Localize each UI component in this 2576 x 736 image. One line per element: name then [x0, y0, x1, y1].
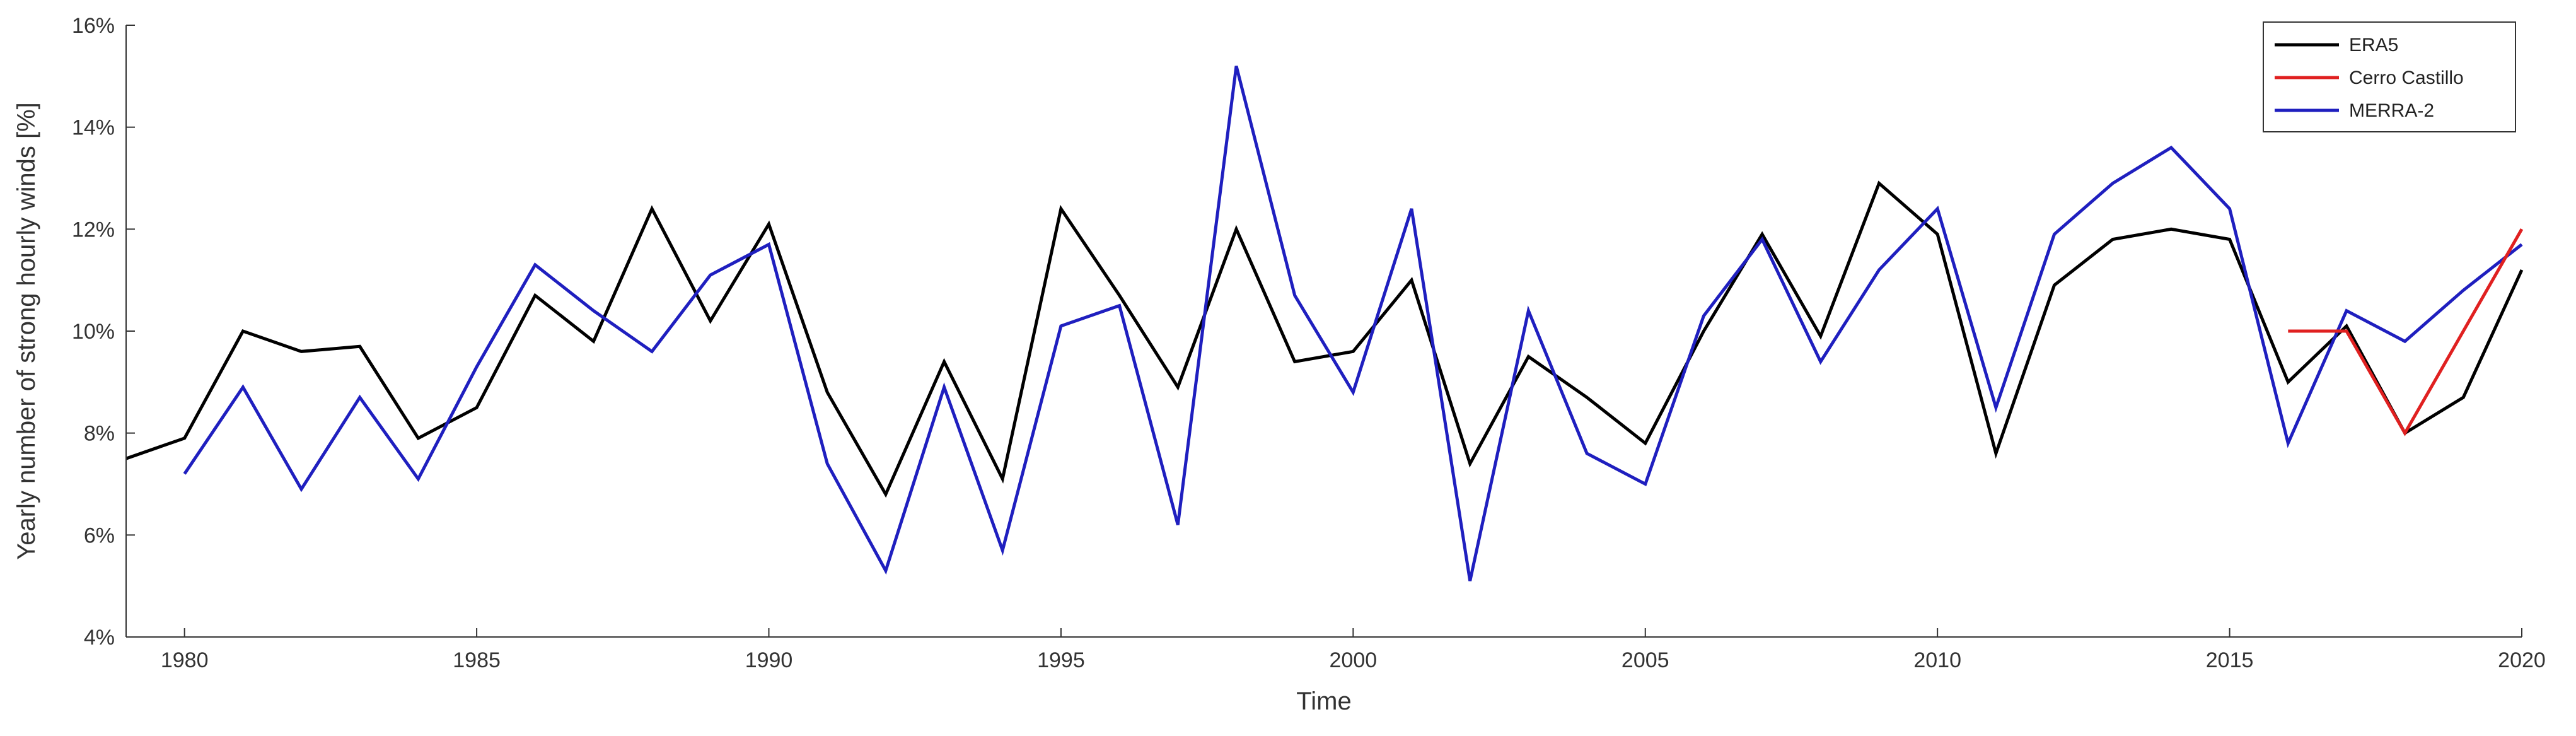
- y-tick-label: 4%: [84, 626, 115, 650]
- y-axis-ticks: 4% 6% 8% 10% 12% 14% 16%: [72, 14, 135, 650]
- legend-label: Cerro Castillo: [2349, 67, 2464, 88]
- legend-label: MERRA-2: [2349, 100, 2434, 121]
- x-tick-label: 2005: [1622, 648, 1669, 672]
- y-tick-label: 6%: [84, 523, 115, 547]
- x-axis-title: Time: [1296, 687, 1351, 715]
- x-tick-label: 1980: [161, 648, 209, 672]
- series-line-merra-2: [183, 66, 2523, 581]
- x-tick-label: 2015: [2206, 648, 2254, 672]
- series-line-cerro-castillo: [2288, 228, 2524, 436]
- legend: ERA5 Cerro Castillo MERRA-2: [2263, 21, 2516, 132]
- y-tick-label: 8%: [84, 422, 115, 446]
- x-tick-label: 1985: [453, 648, 501, 672]
- x-tick-label: 2020: [2498, 648, 2546, 672]
- x-axis-ticks: 1980 1985 1990 1995 2000 2005 2010 2015 2020: [161, 628, 2546, 672]
- y-tick-label: 12%: [72, 218, 115, 242]
- x-tick-label: 1990: [745, 648, 793, 672]
- x-tick-label: 2000: [1330, 648, 1378, 672]
- x-tick-label: 1995: [1037, 648, 1085, 672]
- y-tick-label: 10%: [72, 320, 115, 344]
- legend-label: ERA5: [2349, 35, 2398, 55]
- y-tick-label: 14%: [72, 116, 115, 140]
- y-axis-title: Yearly number of strong hourly winds [%]: [13, 102, 40, 560]
- x-tick-label: 2010: [1913, 648, 1961, 672]
- series-line-era5: [125, 180, 2524, 498]
- y-tick-label: 16%: [72, 14, 115, 38]
- series-layer: [125, 66, 2524, 581]
